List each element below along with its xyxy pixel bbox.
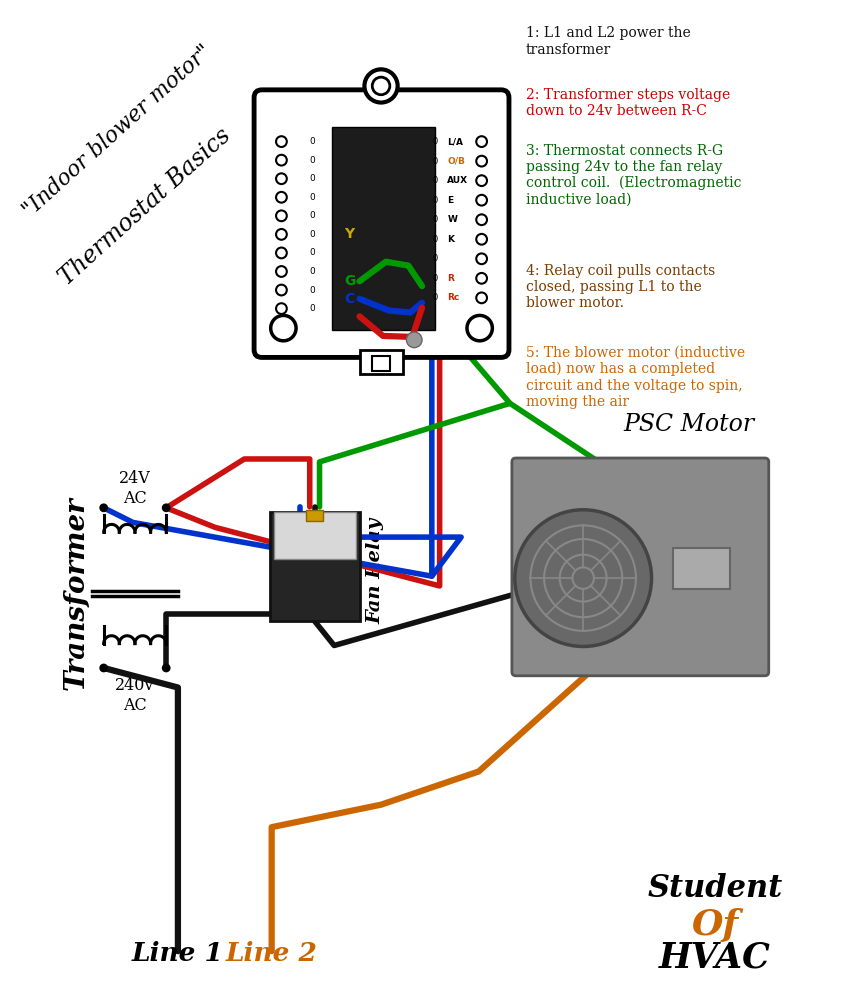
FancyBboxPatch shape — [254, 90, 509, 357]
Text: 1: L1 and L2 power the
transformer: 1: L1 and L2 power the transformer — [526, 26, 690, 57]
Circle shape — [276, 285, 287, 295]
Circle shape — [373, 77, 390, 95]
Circle shape — [476, 234, 487, 245]
Text: 0: 0 — [309, 267, 315, 276]
Circle shape — [476, 156, 487, 167]
Circle shape — [276, 173, 287, 184]
Text: K: K — [447, 235, 454, 244]
Text: 240v
AC: 240v AC — [115, 677, 155, 714]
Text: PSC Motor: PSC Motor — [623, 413, 754, 436]
Text: 5: The blower motor (inductive
load) now has a completed
circuit and the voltage: 5: The blower motor (inductive load) now… — [526, 346, 744, 409]
Circle shape — [467, 315, 492, 341]
Text: 0: 0 — [432, 293, 437, 302]
Text: 0: 0 — [309, 248, 315, 257]
Text: O/B: O/B — [447, 157, 465, 166]
Circle shape — [276, 192, 287, 203]
Text: 2: Transformer steps voltage
down to 24v between R-C: 2: Transformer steps voltage down to 24v… — [526, 88, 730, 118]
Text: 0: 0 — [432, 274, 437, 283]
Text: E: E — [447, 196, 453, 205]
Circle shape — [276, 210, 287, 221]
Text: 0: 0 — [432, 215, 437, 224]
Circle shape — [99, 503, 108, 512]
Text: 3: Thermostat connects R-G
passing 24v to the fan relay
control coil.  (Electrom: 3: Thermostat connects R-G passing 24v t… — [526, 144, 741, 207]
Bar — [306, 510, 324, 521]
Text: 4: Relay coil pulls contacts
closed, passing L1 to the
blower motor.: 4: Relay coil pulls contacts closed, pas… — [526, 264, 715, 310]
Text: 0: 0 — [309, 211, 315, 220]
Text: 24V
AC: 24V AC — [119, 470, 151, 507]
Text: C: C — [344, 292, 354, 306]
Text: 0: 0 — [432, 176, 437, 185]
Circle shape — [476, 292, 487, 303]
Bar — [673, 548, 730, 589]
Text: R: R — [447, 274, 454, 283]
Text: 0: 0 — [432, 157, 437, 166]
Circle shape — [364, 69, 398, 103]
FancyBboxPatch shape — [512, 458, 769, 676]
Text: 0: 0 — [432, 196, 437, 205]
Text: HVAC: HVAC — [659, 940, 771, 974]
Circle shape — [276, 136, 287, 147]
Bar — [315, 538, 326, 549]
Circle shape — [276, 303, 287, 314]
Text: Fan Relay: Fan Relay — [366, 518, 384, 624]
Text: 0: 0 — [432, 254, 437, 263]
Text: Of: Of — [691, 908, 738, 942]
Text: Student: Student — [648, 873, 783, 904]
Circle shape — [476, 253, 487, 264]
Text: 0: 0 — [309, 304, 315, 313]
Circle shape — [99, 664, 108, 672]
Circle shape — [476, 136, 487, 147]
Text: 0: 0 — [309, 193, 315, 202]
Bar — [292, 517, 304, 527]
Text: Rc: Rc — [447, 293, 460, 302]
Text: Line 1: Line 1 — [132, 941, 224, 966]
Text: "Indoor blower motor": "Indoor blower motor" — [19, 40, 216, 221]
Circle shape — [476, 273, 487, 284]
Text: 0: 0 — [309, 230, 315, 239]
Circle shape — [276, 248, 287, 258]
Circle shape — [276, 155, 287, 166]
Bar — [292, 538, 304, 549]
Circle shape — [161, 664, 171, 672]
Bar — [332, 127, 435, 330]
Text: L/A: L/A — [447, 137, 463, 146]
Text: Transformer: Transformer — [63, 496, 90, 690]
Circle shape — [476, 214, 487, 225]
Bar — [373, 356, 390, 371]
Circle shape — [161, 503, 171, 512]
Circle shape — [476, 175, 487, 186]
Bar — [273, 512, 356, 559]
Text: Thermostat Basics: Thermostat Basics — [55, 124, 235, 290]
Text: 0: 0 — [432, 235, 437, 244]
Text: 0: 0 — [309, 156, 315, 165]
Text: G: G — [344, 274, 355, 288]
Bar — [360, 350, 403, 374]
Circle shape — [276, 266, 287, 277]
Text: 0: 0 — [309, 286, 315, 295]
Circle shape — [271, 315, 296, 341]
Text: 0: 0 — [432, 137, 437, 146]
Text: Line 2: Line 2 — [225, 941, 318, 966]
Circle shape — [476, 195, 487, 206]
Bar — [315, 517, 326, 527]
Circle shape — [276, 229, 287, 240]
Circle shape — [406, 332, 422, 348]
Bar — [270, 512, 360, 621]
Text: 0: 0 — [309, 174, 315, 183]
Text: AUX: AUX — [447, 176, 468, 185]
Circle shape — [515, 510, 652, 646]
Text: W: W — [447, 215, 458, 224]
Text: Y: Y — [344, 227, 354, 241]
Text: 0: 0 — [309, 137, 315, 146]
